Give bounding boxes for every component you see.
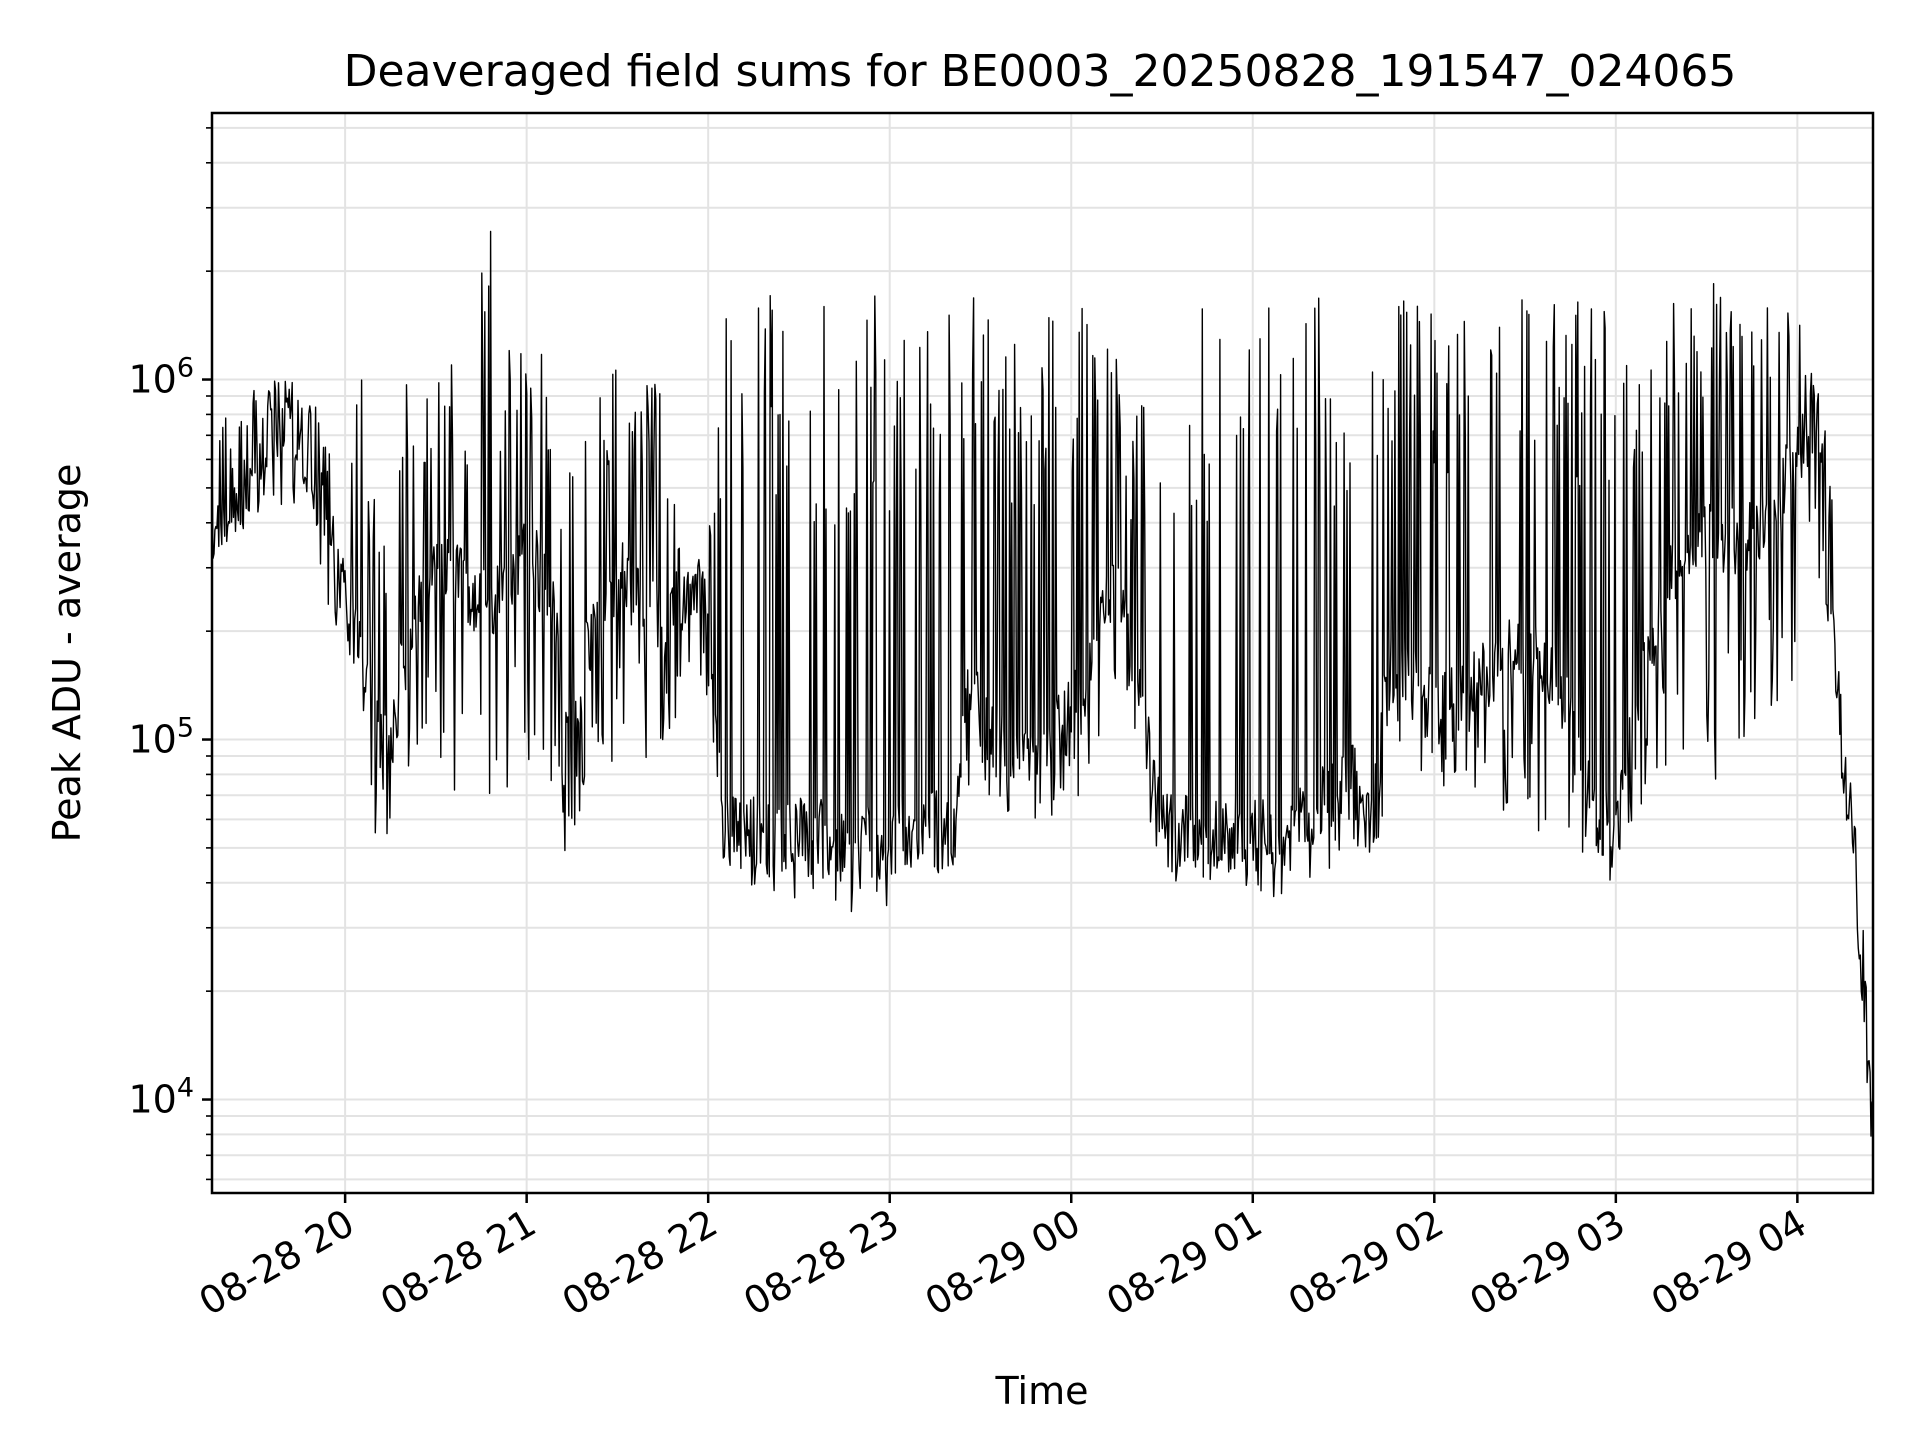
x-axis-label: Time — [995, 1369, 1089, 1413]
series-layer — [211, 230, 1874, 1137]
y-tick-exponent: 5 — [177, 713, 194, 744]
y-tick-label: 104 — [128, 1073, 194, 1122]
y-tick-base: 10 — [128, 358, 176, 402]
plot-frame — [210, 111, 1875, 1195]
y-tick-label: 105 — [128, 713, 194, 762]
y-tick-exponent: 4 — [177, 1073, 194, 1104]
y-tick-base: 10 — [128, 1078, 176, 1122]
series-line — [211, 230, 1874, 1137]
y-tick-base: 10 — [128, 718, 176, 762]
y-axis-label: Peak ADU - average — [45, 464, 89, 843]
y-tick-exponent: 6 — [177, 353, 194, 384]
y-tick-label: 106 — [128, 353, 194, 402]
chart-title: Deaveraged field sums for BE0003_2025082… — [344, 46, 1737, 97]
